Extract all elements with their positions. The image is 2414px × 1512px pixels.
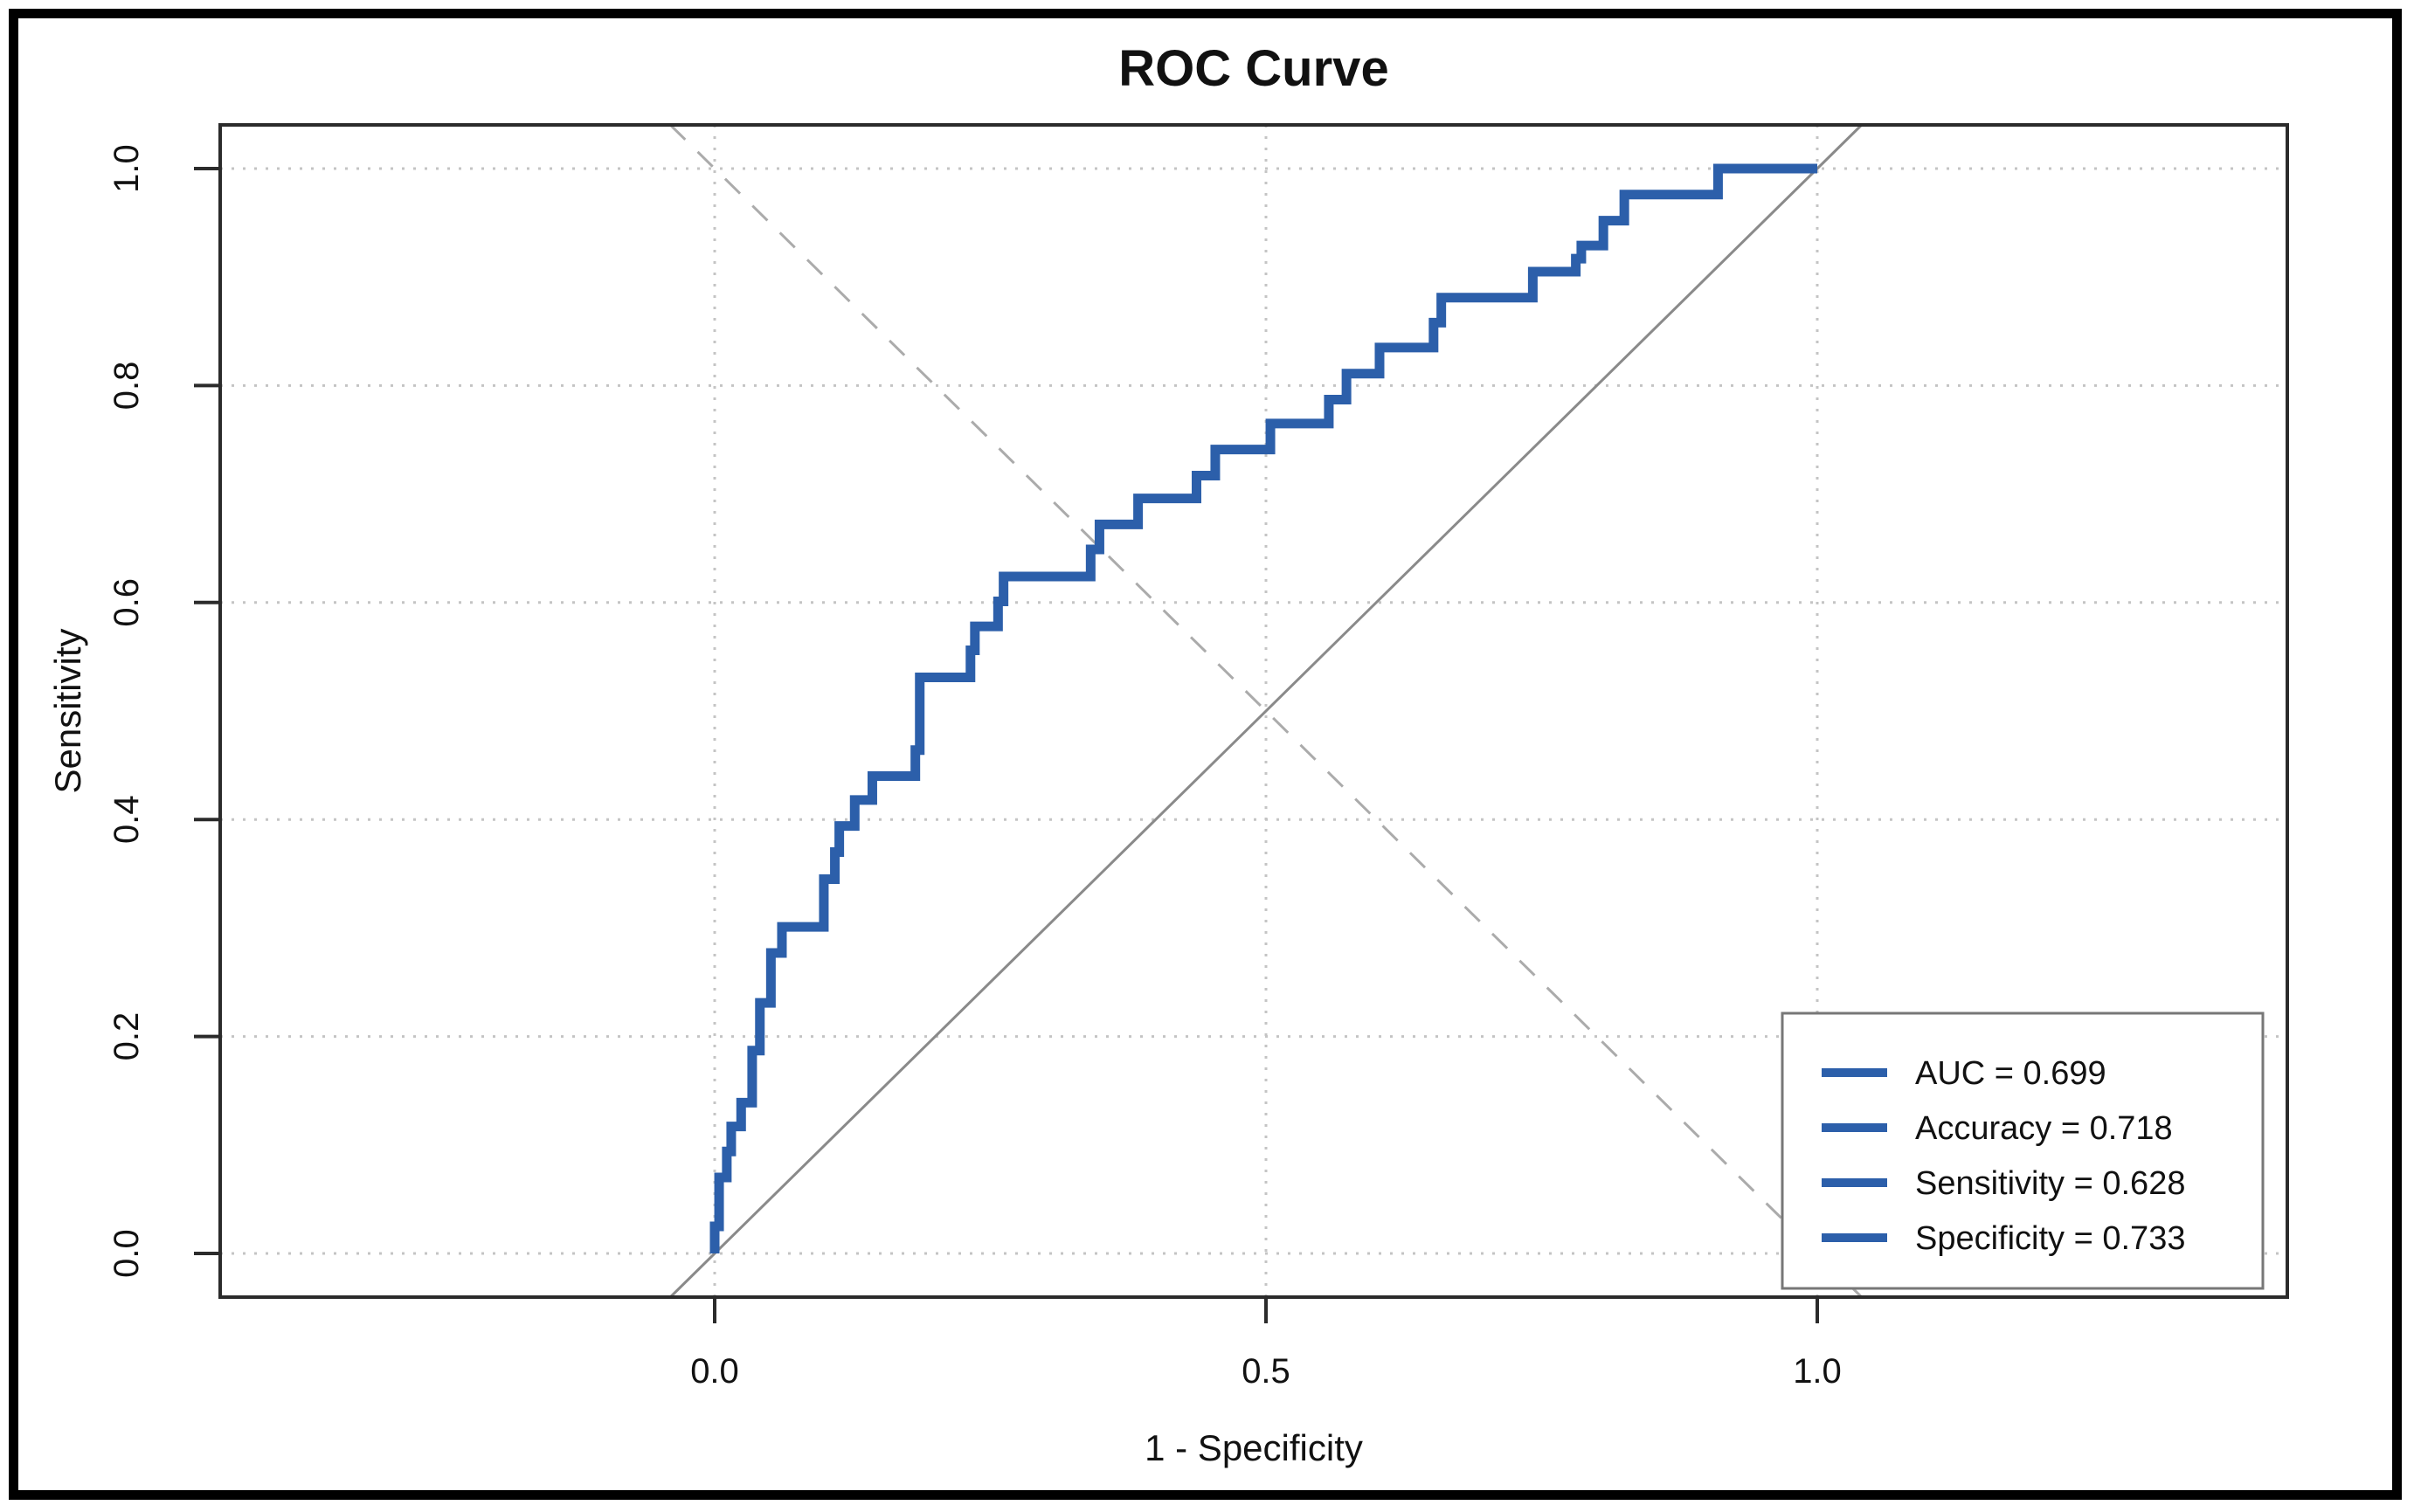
y-tick-label: 0.6 [107, 578, 146, 627]
y-tick-label: 1.0 [107, 144, 146, 193]
y-tick-label: 0.2 [107, 1012, 146, 1061]
legend-entry-label: Sensitivity = 0.628 [1915, 1165, 2185, 1202]
x-tick-label: 1.0 [1793, 1352, 1842, 1391]
gridlines [220, 125, 2287, 1297]
plot-box [218, 123, 2289, 1299]
axis-ticks-and-labels: 0.0 0.5 1.0 0.0 0.2 0.4 0.6 0.8 1.0 [107, 144, 1842, 1391]
reference-lines [669, 123, 1863, 1299]
y-tick-label: 0.4 [107, 795, 146, 844]
chance-diagonal-line [669, 123, 1863, 1299]
legend-entry-label: AUC = 0.699 [1915, 1055, 2106, 1092]
y-tick-label: 0.0 [107, 1229, 146, 1278]
legend-entry-label: Specificity = 0.733 [1915, 1220, 2185, 1257]
legend: AUC = 0.699 Accuracy = 0.718 Sensitivity =… [1781, 1011, 2265, 1290]
y-tick-label: 0.8 [107, 362, 146, 411]
plot-box-rect [218, 123, 2289, 1299]
anti-diagonal-dashed-line [669, 123, 1863, 1299]
roc-curve-path [709, 163, 1817, 1253]
legend-box [1781, 1011, 2265, 1290]
x-tick-label: 0.0 [690, 1352, 739, 1391]
x-axis-title: 1 - Specificity [1145, 1427, 1363, 1468]
y-axis-title: Sensitivity [47, 628, 88, 793]
chart-title: ROC Curve [1118, 40, 1388, 97]
legend-entry-label: Accuracy = 0.718 [1915, 1110, 2173, 1147]
x-tick-label: 0.5 [1242, 1352, 1290, 1391]
roc-curve-line [709, 163, 1817, 1253]
